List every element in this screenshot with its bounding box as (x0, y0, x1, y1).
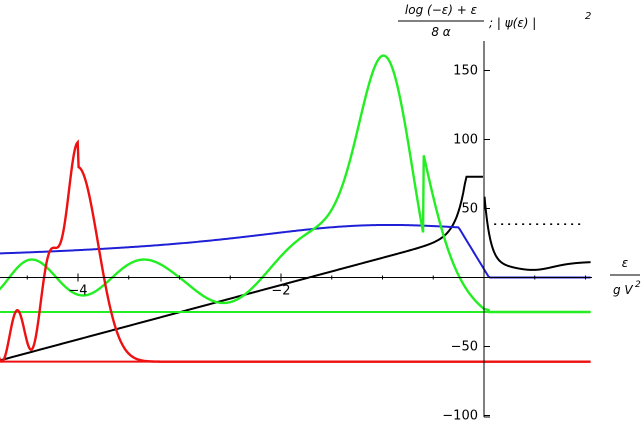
x-tick-label: −2 (271, 284, 290, 299)
y-tick-label: −50 (451, 340, 478, 355)
x-axis-label: ε g V 2 (610, 256, 641, 297)
y-tick-label: 50 (461, 202, 478, 217)
y-axis-label-suffix: ; | ψ(ε) | (489, 16, 536, 30)
x-axis-label-exponent: 2 (635, 280, 641, 290)
y-axis-label-denominator: 8 α (431, 25, 450, 39)
series-2-blue-wavefunction (0, 223, 591, 279)
y-tick-label: 150 (453, 64, 478, 79)
y-axis-label-exponent: 2 (585, 11, 591, 22)
series-0-black-potential (0, 175, 591, 362)
x-axis-label-denominator: g V (613, 283, 633, 297)
y-axis-label: log (−ε) + ε 8 α ; | ψ(ε) | 2 (398, 3, 591, 39)
series-4-green-wavefunction (0, 54, 591, 314)
y-tick-label: −100 (442, 409, 478, 424)
series-6-red-wavefunction (0, 139, 591, 363)
y-tick-label: 100 (453, 133, 478, 148)
chart-curves (0, 54, 591, 363)
x-tick-label: −4 (68, 284, 87, 299)
y-axis-label-numerator: log (−ε) + ε (405, 3, 478, 17)
x-axis-label-numerator: ε (622, 256, 629, 270)
